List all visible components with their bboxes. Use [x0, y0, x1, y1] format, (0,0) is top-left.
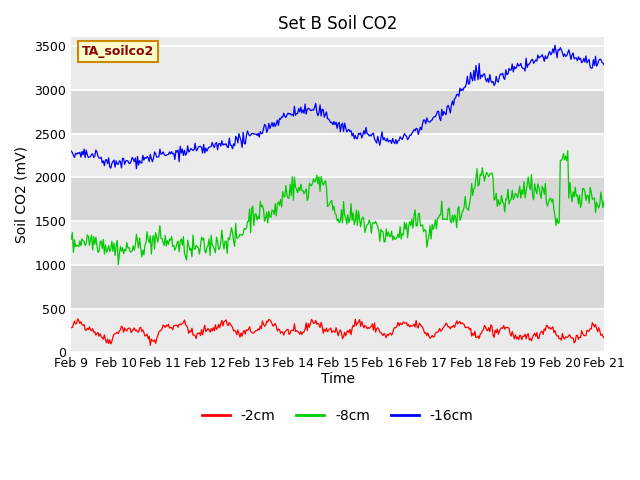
Bar — [71, 309, 604, 352]
Text: TA_soilco2: TA_soilco2 — [82, 45, 154, 58]
Bar — [71, 265, 604, 309]
Bar — [71, 133, 604, 178]
Bar — [71, 178, 604, 221]
Legend: -2cm, -8cm, -16cm: -2cm, -8cm, -16cm — [196, 404, 479, 429]
Bar — [71, 221, 604, 265]
Y-axis label: Soil CO2 (mV): Soil CO2 (mV) — [15, 146, 29, 243]
Title: Set B Soil CO2: Set B Soil CO2 — [278, 15, 397, 33]
X-axis label: Time: Time — [321, 372, 355, 385]
Bar — [71, 46, 604, 90]
Bar — [71, 90, 604, 133]
